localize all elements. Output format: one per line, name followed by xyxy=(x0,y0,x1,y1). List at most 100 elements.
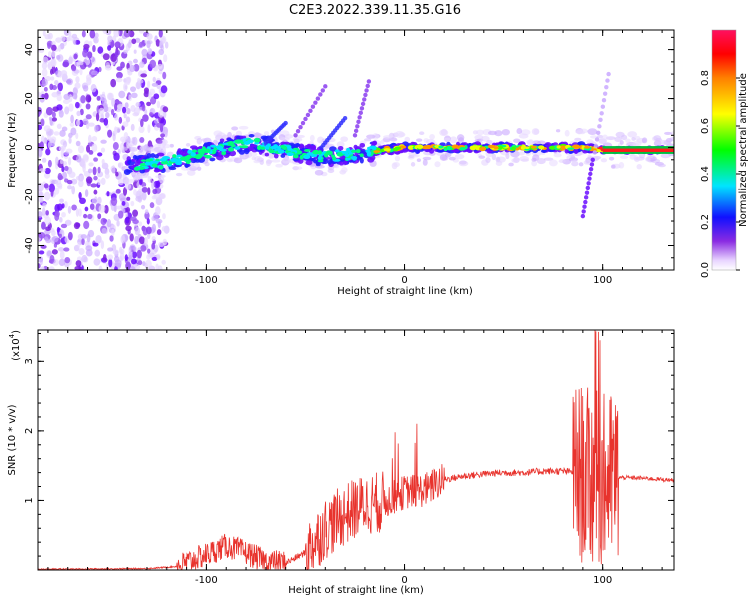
spectrogram-spur-blob xyxy=(601,98,607,103)
spectrogram-noise-blob xyxy=(107,35,113,43)
colorbar-frame xyxy=(711,29,737,271)
spectrogram-halo-blob xyxy=(416,138,423,142)
spectrogram-noise-blob xyxy=(80,95,86,104)
spectrogram-noise-blob xyxy=(123,49,128,54)
spectrogram-ytick-label: 20 xyxy=(24,92,35,105)
colorbar xyxy=(712,30,736,270)
spectrogram-halo-blob xyxy=(155,174,165,179)
spectrogram-noise-blob xyxy=(49,68,54,75)
spectrogram-noise-blob xyxy=(49,83,54,91)
spectrogram-core-blob xyxy=(520,145,526,150)
spectrogram-noise-blob xyxy=(140,245,147,252)
spectrogram-core-blob xyxy=(160,160,169,165)
spectrogram-noise-blob xyxy=(128,251,133,259)
spectrogram-halo-blob xyxy=(141,145,151,151)
spectrogram-noise-blob xyxy=(95,235,102,244)
spectrogram-core-blob xyxy=(187,160,192,163)
spectrogram-band-blob xyxy=(132,155,138,160)
spectrogram-halo-blob xyxy=(619,140,624,145)
spectrogram-noise-blob xyxy=(146,218,150,225)
spectrogram-noise-blob xyxy=(92,166,97,176)
spectrogram-noise-blob xyxy=(73,39,77,45)
spectrogram-band-blob xyxy=(131,158,136,162)
spectrogram-noise-blob xyxy=(83,43,90,50)
spectrogram-noise-blob xyxy=(140,73,148,78)
spectrogram-noise-blob xyxy=(136,249,142,259)
spectrogram-core-blob xyxy=(355,149,361,154)
spectrogram-noise-blob xyxy=(131,38,137,45)
spectrogram-spur-blob xyxy=(310,104,316,109)
spectrogram-halo-blob xyxy=(625,138,631,143)
spectrogram-noise-blob xyxy=(101,227,108,234)
spectrogram-noise-blob xyxy=(102,97,107,106)
spectrogram-noise-blob xyxy=(51,111,56,118)
spectrogram-halo-blob xyxy=(380,139,385,145)
spectrogram-halo-blob xyxy=(393,161,400,168)
spectrogram-spur-blob xyxy=(362,97,367,102)
spectrogram-noise-blob xyxy=(81,254,88,263)
spectrogram-noise-blob xyxy=(157,63,163,70)
snr-multiplier-base: (x10 xyxy=(11,338,22,361)
spectrogram-band-blob xyxy=(436,148,445,153)
spectrogram-noise-blob xyxy=(61,126,68,132)
spectrogram-noise-blob xyxy=(97,196,102,205)
spectrogram-spur-blob xyxy=(600,104,606,109)
spectrogram-noise-blob xyxy=(125,207,131,213)
spectrogram-band-blob xyxy=(305,160,313,166)
snr-xtick-label: 0 xyxy=(401,575,407,586)
spectrogram-noise-blob xyxy=(162,110,167,119)
spectrogram-core-blob xyxy=(369,145,377,150)
spectrogram-noise-blob xyxy=(93,36,99,44)
spectrogram-halo-blob xyxy=(422,159,428,166)
spectrogram-halo-blob xyxy=(532,154,540,161)
spectrogram-halo-blob xyxy=(271,159,281,163)
spectrogram-noise-blob xyxy=(41,78,48,87)
spectrogram-core-blob xyxy=(392,147,399,152)
spectrogram-noise-blob xyxy=(141,191,147,201)
snr-multiplier: (x104) xyxy=(8,330,22,361)
snr-frame xyxy=(37,329,675,571)
spectrogram-noise-blob xyxy=(108,258,113,268)
spectrogram-noise-blob xyxy=(56,54,61,60)
spectrogram-halo-blob xyxy=(587,128,598,136)
spectrogram-noise-blob xyxy=(138,30,145,34)
spectrogram-noise-blob xyxy=(38,250,45,255)
spectrogram-halo-blob xyxy=(513,138,521,144)
spectrogram-noise-blob xyxy=(75,132,79,140)
spectrogram-core-blob xyxy=(267,149,275,152)
spectrogram-noise-blob xyxy=(77,175,82,182)
spectrogram-core-blob xyxy=(221,150,227,156)
spectrogram-spur-blob xyxy=(318,92,323,97)
spectrogram-halo-blob xyxy=(196,137,202,145)
spectrogram-halo-blob xyxy=(636,164,642,170)
spectrogram-band-blob xyxy=(126,169,133,173)
spectrogram-spur-blob xyxy=(357,115,362,120)
spectrogram-noise-blob xyxy=(100,147,106,153)
spectrogram-noise-blob xyxy=(163,54,168,63)
spectrogram-noise-blob xyxy=(47,51,52,58)
spectrogram-core-blob xyxy=(332,156,337,161)
spectrogram-halo-blob xyxy=(309,140,314,144)
spectrogram-core-blob xyxy=(493,146,499,150)
spectrogram-noise-blob xyxy=(161,259,166,265)
spectrogram-noise-blob xyxy=(75,39,81,45)
spectrogram-spur-blob xyxy=(342,115,348,121)
spectrogram-noise-blob xyxy=(51,91,59,98)
spectrogram-noise-blob xyxy=(90,84,97,93)
spectrogram-core-blob xyxy=(556,145,561,149)
spectrogram-core-blob xyxy=(303,148,311,152)
spectrogram-spur-blob xyxy=(597,124,602,129)
spectrogram-noise-blob xyxy=(117,148,121,155)
snr-panel: -100 0 100 1 2 3 Height of straight line (km)… xyxy=(7,329,675,596)
spectrogram-noise-blob xyxy=(78,192,82,200)
spectrogram-noise-blob xyxy=(48,266,55,270)
spectrogram-noise-blob xyxy=(88,122,95,127)
spectrogram-noise-blob xyxy=(77,145,85,154)
spectrogram-core-blob xyxy=(222,142,229,146)
spectrogram-noise-blob xyxy=(113,30,120,38)
spectrogram-noise-blob xyxy=(56,104,63,111)
spectrogram-noise-blob xyxy=(116,128,121,133)
spectrogram-halo-blob xyxy=(153,146,163,153)
spectrogram-halo-blob xyxy=(340,136,349,142)
spectrogram-noise-blob xyxy=(96,95,101,101)
